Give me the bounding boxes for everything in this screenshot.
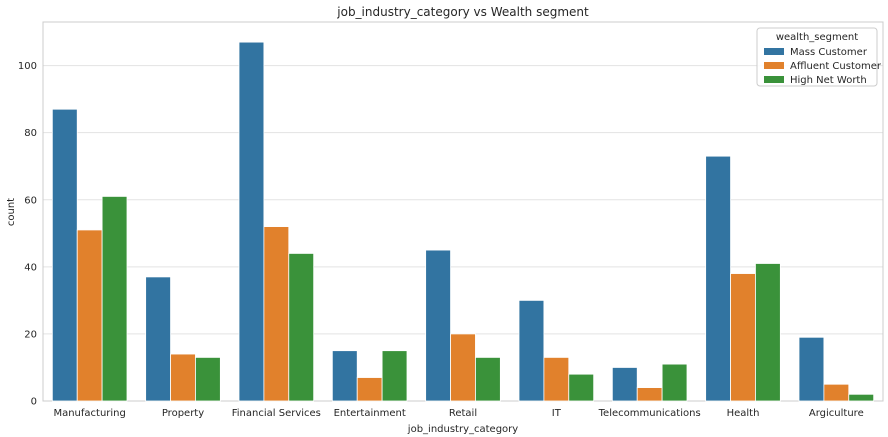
legend-label: Affluent Customer <box>790 61 882 72</box>
bar-high-net-worth-retail <box>475 356 501 402</box>
x-axis-ticks: Manufacturing Property Financial Services E… <box>53 408 863 419</box>
legend-swatch <box>764 76 784 83</box>
x-tick-label: Entertainment <box>334 408 406 419</box>
bar-mass-customer-retail <box>425 249 451 402</box>
x-tick-label: IT <box>552 408 562 419</box>
bar-mass-customer-manufacturing <box>51 108 78 402</box>
bar-affluent-customer-financial-services <box>263 226 290 402</box>
bar-affluent-customer-entertainment <box>356 377 383 402</box>
y-tick-label: 40 <box>24 262 37 273</box>
bar-affluent-customer-property <box>170 353 196 402</box>
legend-box <box>756 27 878 87</box>
legend-items: Mass Customer Affluent Customer High Net W… <box>764 47 882 86</box>
bar-high-net-worth-financial-services <box>288 253 315 402</box>
bar-mass-customer-financial-services <box>238 41 265 402</box>
y-tick-label: 100 <box>18 61 37 72</box>
bar-affluent-customer-it <box>543 356 570 402</box>
bar-high-net-worth-health <box>755 263 781 402</box>
y-tick-label: 60 <box>24 195 37 206</box>
x-tick-label: Health <box>727 408 760 419</box>
bar-mass-customer-telecommunications <box>611 367 638 402</box>
bar-high-net-worth-entertainment <box>381 350 408 402</box>
bar-affluent-customer-manufacturing <box>76 229 103 402</box>
legend-swatch <box>764 62 784 69</box>
legend-swatch <box>764 48 784 55</box>
legend-label: High Net Worth <box>790 75 867 86</box>
x-tick-label: Telecommunications <box>598 408 701 419</box>
x-axis-label: job_industry_category <box>407 424 518 435</box>
legend-title: wealth_segment <box>776 32 858 43</box>
chart-title: job_industry_category vs Wealth segment <box>336 5 589 19</box>
x-tick-label: Financial Services <box>232 408 321 419</box>
bar-affluent-customer-argiculture <box>823 383 850 402</box>
bars <box>51 41 875 402</box>
y-tick-label: 20 <box>24 329 37 340</box>
bar-mass-customer-entertainment <box>331 350 358 402</box>
bar-mass-customer-argiculture <box>798 336 825 402</box>
x-tick-label: Retail <box>449 408 477 419</box>
bar-high-net-worth-telecommunications <box>661 363 688 402</box>
x-tick-label: Property <box>162 408 204 419</box>
x-tick-label: Manufacturing <box>53 408 125 419</box>
bar-mass-customer-health <box>705 155 731 402</box>
bar-high-net-worth-property <box>195 356 221 402</box>
y-tick-label: 80 <box>24 128 37 139</box>
legend: wealth_segment Mass Customer Affluent Cus… <box>756 27 882 87</box>
y-tick-label: 0 <box>31 397 37 408</box>
bar-high-net-worth-manufacturing <box>101 196 128 402</box>
bar-mass-customer-property <box>145 276 171 402</box>
bar-affluent-customer-health <box>730 273 756 402</box>
legend-label: Mass Customer <box>790 47 868 58</box>
bar-high-net-worth-it <box>568 373 595 402</box>
bar-affluent-customer-retail <box>450 333 476 402</box>
bar-affluent-customer-telecommunications <box>636 387 663 402</box>
y-axis-label: count <box>6 198 17 226</box>
y-axis-ticks: 0 20 40 60 80 100 <box>18 61 37 407</box>
bar-mass-customer-it <box>518 299 545 402</box>
bar-high-net-worth-argiculture <box>848 393 875 402</box>
x-tick-label: Argiculture <box>809 408 864 419</box>
